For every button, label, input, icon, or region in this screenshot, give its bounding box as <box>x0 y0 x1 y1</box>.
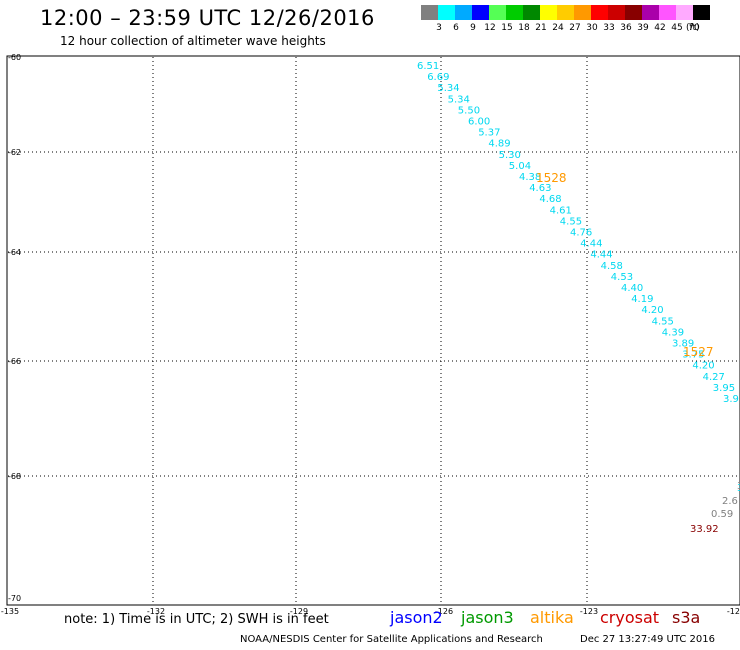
latitude-label: -60 <box>8 53 21 62</box>
legend-label: 33 <box>603 23 615 33</box>
legend-label: 6 <box>453 23 459 33</box>
wave-height-value: 4.76 <box>570 228 592 239</box>
legend-label: 3 <box>436 23 442 33</box>
longitude-label: -129 <box>290 607 308 616</box>
legend-swatch <box>455 5 472 20</box>
legend-swatch <box>693 5 710 20</box>
wave-height-value: 33.92 <box>690 524 719 535</box>
chart-subtitle: 12 hour collection of altimeter wave hei… <box>60 34 326 48</box>
longitude-label: -120 <box>727 607 740 616</box>
longitude-label: -135 <box>1 607 19 616</box>
legend-swatch <box>659 5 676 20</box>
wave-height-value: 4.68 <box>539 194 561 205</box>
legend-swatch <box>625 5 642 20</box>
wave-height-value: 4.55 <box>560 216 582 227</box>
legend-swatch <box>574 5 591 20</box>
legend-label: 15 <box>501 23 513 33</box>
wave-height-value: 4.55 <box>652 316 674 327</box>
legend-label: 30 <box>586 23 598 33</box>
wave-height-value: 4.20 <box>692 361 714 372</box>
wave-height-value: 2.6 <box>722 496 738 507</box>
latitude-label: -64 <box>8 248 21 257</box>
longitude-label: -132 <box>147 607 165 616</box>
pass-number-label: 1527 <box>683 345 714 359</box>
legend-swatch <box>557 5 574 20</box>
legend-label: 42 <box>654 23 666 33</box>
legend-label: 39 <box>637 23 649 33</box>
wave-height-value: 4.44 <box>580 239 602 250</box>
map-frame <box>6 55 740 606</box>
wave-height-value: 4.89 <box>488 139 510 150</box>
wave-height-value: 4.20 <box>641 305 663 316</box>
legend-label: 70 <box>688 23 700 33</box>
longitude-label: -123 <box>580 607 598 616</box>
credit-text: NOAA/NESDIS Center for Satellite Applica… <box>240 634 543 645</box>
latitude-label: -70 <box>8 594 21 603</box>
wave-height-value: 3.9 <box>723 394 739 405</box>
legend-unit: (ft) <box>686 23 700 33</box>
wave-height-value: 3.95 <box>713 383 735 394</box>
wave-height-value: 5.30 <box>499 150 521 161</box>
legend-label: 27 <box>569 23 581 33</box>
latitude-label: -66 <box>8 357 21 366</box>
wave-height-value: 3 <box>737 483 740 494</box>
legend-swatch <box>506 5 523 20</box>
legend-swatch <box>472 5 489 20</box>
legend-swatch <box>523 5 540 20</box>
wave-height-value: 4.39 <box>662 327 684 338</box>
legend-swatch <box>540 5 557 20</box>
wave-height-value: 5.34 <box>437 83 459 94</box>
legend-label: 12 <box>484 23 496 33</box>
units-note: note: 1) Time is in UTC; 2) SWH is in fe… <box>64 612 329 627</box>
legend-label: 36 <box>620 23 632 33</box>
legend-label: 24 <box>552 23 564 33</box>
wave-height-value: 3.75 <box>682 350 704 361</box>
wave-height-value: 3 <box>737 481 740 492</box>
wave-height-value: 4.58 <box>601 261 623 272</box>
wave-height-value: 0.59 <box>711 509 733 520</box>
legend-swatch <box>591 5 608 20</box>
wave-height-value: 5.37 <box>478 128 500 139</box>
chart-title: 12:00 – 23:59 UTC 12/26/2016 <box>40 6 375 30</box>
generated-timestamp: Dec 27 13:27:49 UTC 2016 <box>580 634 715 645</box>
graticule <box>8 57 739 604</box>
wave-height-value: 6.00 <box>468 117 490 128</box>
satellite-key-jason2: jason2 <box>390 608 443 627</box>
latitude-label: -62 <box>8 148 21 157</box>
legend-swatch <box>608 5 625 20</box>
wave-height-value: 5.50 <box>458 105 480 116</box>
legend-label: 9 <box>470 23 476 33</box>
wave-height-value: 4.44 <box>590 250 612 261</box>
satellite-track: 6.516.695.345.345.506.005.374.895.305.04… <box>417 61 740 535</box>
legend-label: 45 <box>671 23 683 33</box>
satellite-key-jason3: jason3 <box>461 608 514 627</box>
wave-height-value: 5.34 <box>448 94 470 105</box>
wave-height-value: 4.27 <box>703 372 725 383</box>
axis-labels: -60 -62 -64 -66 -68 -70 -135 -132 -129 -126 -123 -1… <box>1 53 740 616</box>
satellite-key-altika: altika <box>530 608 574 627</box>
satellite-key-cryosat: cryosat <box>600 608 660 627</box>
longitude-label: -126 <box>435 607 453 616</box>
wave-height-value: 4.61 <box>550 205 572 216</box>
legend-swatch <box>438 5 455 20</box>
wave-height-value: 6.51 <box>417 61 439 72</box>
legend-label: 21 <box>535 23 547 33</box>
legend-swatch <box>489 5 506 20</box>
wave-height-value: 4.19 <box>631 294 653 305</box>
wave-height-value: 4.53 <box>611 272 633 283</box>
legend-swatch <box>421 5 438 20</box>
wave-height-value: 6.69 <box>427 72 449 83</box>
wave-height-value: 3.89 <box>672 339 694 350</box>
wave-height-value: 4.63 <box>529 183 551 194</box>
pass-number-label: 1528 <box>536 171 567 185</box>
satellite-key-s3a: s3a <box>672 608 701 627</box>
legend-label: 18 <box>518 23 530 33</box>
latitude-label: -68 <box>8 472 21 481</box>
legend-swatch <box>676 5 693 20</box>
legend-swatch <box>642 5 659 20</box>
wave-height-value: 4.38 <box>519 172 541 183</box>
wave-height-value: 4.40 <box>621 283 643 294</box>
wave-height-value: 5.04 <box>509 161 531 172</box>
